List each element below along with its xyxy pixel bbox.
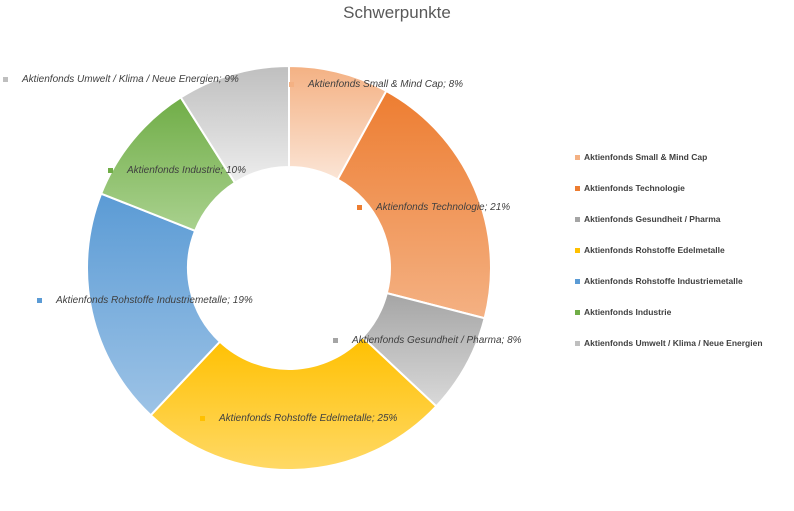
slice-2 [336,89,492,320]
legend-label: Aktienfonds Technologie [584,183,685,193]
data-label: Aktienfonds Technologie; 21% [357,202,510,214]
legend-label: Aktienfonds Industrie [584,307,672,317]
data-label-text: Aktienfonds Small & Mind Cap; 8% [308,79,464,90]
slice-4 [149,335,438,471]
legend-item: Aktienfonds Small & Mind Cap [575,150,790,181]
slices-group [86,64,492,471]
legend-marker [575,217,580,223]
legend-label: Aktienfonds Small & Mind Cap [584,152,708,162]
legend-marker [575,155,580,161]
data-label-text: Aktienfonds Rohstoffe Edelmetalle; 25% [219,413,398,424]
label-marker [37,297,42,303]
legend-label: Aktienfonds Rohstoffe Industriemetalle [584,276,743,286]
data-label: Aktienfonds Industrie; 10% [108,165,246,177]
legend-marker [575,248,580,254]
slice-7 [179,64,290,185]
legend-label: Aktienfonds Rohstoffe Edelmetalle [584,245,725,255]
data-label: Aktienfonds Umwelt / Klima / Neue Energi… [3,74,239,86]
data-label: Aktienfonds Small & Mind Cap; 8% [289,79,463,91]
legend-marker [575,186,580,192]
data-label-text: Aktienfonds Technologie; 21% [376,202,511,213]
legend-label: Aktienfonds Gesundheit / Pharma [584,214,721,224]
chart-title: Schwerpunkte [343,3,451,22]
legend-item: Aktienfonds Technologie [575,181,790,212]
data-label: Aktienfonds Gesundheit / Pharma; 8% [333,335,522,347]
label-marker [200,415,205,421]
label-marker [333,337,338,343]
data-label: Aktienfonds Rohstoffe Edelmetalle; 25% [200,413,397,425]
data-label: Aktienfonds Rohstoffe Industriemetalle; … [37,295,253,307]
legend-item: Aktienfonds Rohstoffe Industriemetalle [575,274,790,305]
legend: Aktienfonds Small & Mind Cap Aktienfonds … [575,150,790,367]
label-marker [357,204,362,210]
legend-item: Aktienfonds Umwelt / Klima / Neue Energi… [575,336,790,367]
legend-item: Aktienfonds Industrie [575,305,790,336]
slice-5 [86,192,222,417]
legend-marker [575,341,580,347]
data-label-text: Aktienfonds Rohstoffe Industriemetalle; … [56,295,253,306]
data-label-text: Aktienfonds Umwelt / Klima / Neue Energi… [22,74,239,85]
legend-item: Aktienfonds Rohstoffe Edelmetalle [575,243,790,274]
label-marker [108,167,113,173]
legend-marker [575,279,580,285]
legend-item: Aktienfonds Gesundheit / Pharma [575,212,790,243]
data-label-text: Aktienfonds Industrie; 10% [127,165,246,176]
label-marker [289,81,294,87]
legend-marker [575,310,580,316]
data-label-text: Aktienfonds Gesundheit / Pharma; 8% [352,335,522,346]
legend-label: Aktienfonds Umwelt / Klima / Neue Energi… [584,338,763,348]
label-marker [3,76,8,82]
